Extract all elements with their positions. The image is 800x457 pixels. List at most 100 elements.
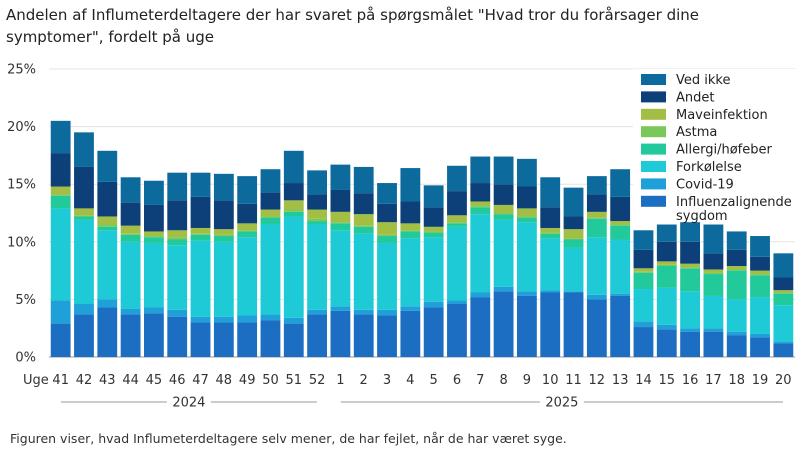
legend-swatch	[641, 91, 666, 103]
bar-segment	[656, 287, 677, 325]
bar-segment	[120, 233, 141, 235]
bar-segment	[540, 233, 561, 239]
bar-segment	[400, 231, 421, 239]
bar-segment	[726, 331, 747, 336]
bar-segment	[656, 329, 677, 357]
legend-label: Andet	[676, 90, 714, 105]
bar-segment	[633, 289, 654, 322]
bar-segment	[493, 286, 514, 292]
bar-segment	[423, 301, 444, 308]
bar-segment	[330, 306, 351, 311]
legend-label: Influenzalignende	[676, 195, 792, 210]
bar-segment	[493, 291, 514, 357]
bar-segment	[283, 150, 304, 184]
bar-segment	[586, 211, 607, 218]
bar-segment	[144, 313, 164, 357]
bar-segment	[540, 177, 561, 208]
x-tick-label: 50	[262, 373, 279, 388]
bar-segment	[540, 290, 561, 293]
bar-segment	[97, 150, 118, 182]
bar-segment	[353, 225, 374, 227]
bar-segment	[167, 172, 188, 201]
bar-segment	[237, 230, 258, 232]
legend-label: Maveinfektion	[676, 108, 768, 123]
x-tick-label: 7	[476, 373, 484, 388]
bar-segment	[703, 331, 724, 357]
bar-segment	[610, 169, 631, 197]
bar-segment	[353, 309, 374, 315]
bar-segment	[307, 309, 328, 315]
bar-segment	[703, 253, 724, 270]
bar-segment	[190, 196, 211, 228]
bar-segment	[540, 292, 561, 357]
bar-segment	[237, 322, 258, 357]
chart-title: Andelen af Influmeterdeltagere der har s…	[6, 6, 700, 46]
bar-segment	[750, 337, 770, 357]
x-tick-label: 5	[430, 373, 438, 388]
bar-segment	[563, 238, 584, 240]
legend: Ved ikke Andet Maveinfektion Astma Allergi/h…	[633, 69, 795, 224]
bar-segment	[540, 207, 561, 228]
x-tick-label: 13	[612, 373, 629, 388]
bar-segment	[726, 249, 747, 266]
bar-segment	[330, 222, 351, 224]
bar-segment	[423, 307, 444, 357]
bar-segment	[283, 209, 304, 212]
bar-segment	[680, 268, 701, 292]
bar-segment	[586, 194, 607, 212]
bar-segment	[213, 241, 234, 317]
bar-segment	[447, 222, 467, 224]
x-tick-label: 10	[542, 373, 559, 388]
bar-segment	[97, 226, 118, 231]
bar-segment	[610, 239, 631, 294]
bar-segment	[167, 200, 188, 231]
bar-segment	[330, 164, 351, 190]
x-tick-label: 4	[406, 373, 414, 388]
bar-segment	[377, 236, 397, 243]
bar-segment	[330, 211, 351, 223]
bar-segment	[680, 263, 701, 268]
bar-segment	[283, 323, 304, 357]
bar-segment	[703, 224, 724, 254]
bar-segment	[260, 169, 281, 193]
bar-segment	[97, 230, 118, 300]
bar-segment	[237, 315, 258, 323]
bar-segment	[773, 253, 794, 278]
bar-segment	[610, 225, 631, 240]
bar-segment	[423, 237, 444, 302]
y-tick-label: 15%	[7, 178, 36, 193]
bar-segment	[190, 172, 211, 197]
x-tick-label: 20	[775, 373, 792, 388]
x-tick-label: 6	[453, 373, 461, 388]
x-axis: Uge 41 42 43 44 45 46 47 48 49 50 51 52 1 2 3 4 5 6 7 8 9 10 11…	[23, 373, 792, 411]
bar-segment	[213, 173, 234, 201]
y-axis: 0% 5% 10% 15% 20% 25%	[7, 63, 36, 366]
bar-segment	[563, 292, 584, 357]
bar-segment	[260, 314, 281, 321]
bar-segment	[74, 216, 94, 220]
x-tick-label: 15	[659, 373, 676, 388]
bar-segment	[656, 324, 677, 330]
bar-segment	[120, 234, 141, 242]
bar-segment	[563, 239, 584, 248]
bar-segment	[307, 170, 328, 195]
bar-segment	[610, 224, 631, 226]
bar-segment	[586, 176, 607, 195]
bar-segment	[190, 316, 211, 323]
bar-segment	[213, 200, 234, 230]
bar-segment	[213, 229, 234, 235]
bar-segment	[470, 207, 491, 215]
x-tick-label: 8	[499, 373, 507, 388]
bar-segment	[447, 191, 467, 216]
year-group-label: 2025	[545, 396, 578, 411]
bar-segment	[773, 292, 794, 294]
bar-segment	[237, 176, 258, 204]
bar-segment	[260, 320, 281, 357]
bar-segment	[167, 239, 188, 246]
bar-segment	[470, 297, 491, 357]
x-tick-label: 41	[52, 373, 69, 388]
x-tick-label: 1	[336, 373, 344, 388]
bar-segment	[423, 226, 444, 232]
bar-segment	[330, 189, 351, 212]
bar-segment	[633, 249, 654, 269]
